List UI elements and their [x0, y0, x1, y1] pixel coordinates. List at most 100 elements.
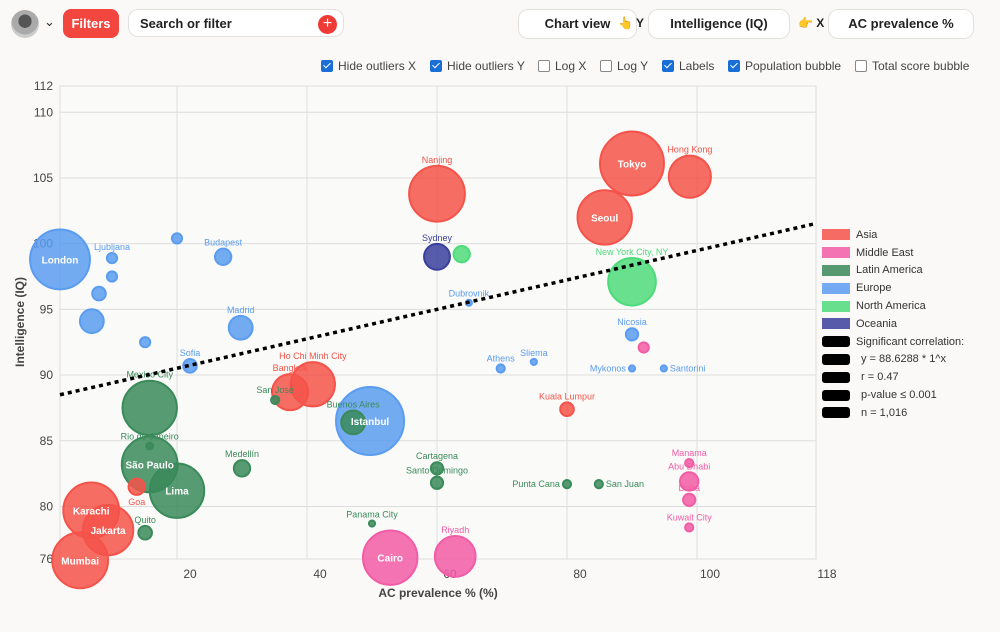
y-axis-select[interactable]: Intelligence (IQ) — [648, 9, 790, 39]
legend-trend-item: Significant correlation: — [822, 333, 964, 351]
bubble-nicosia[interactable] — [624, 327, 640, 342]
legend-item[interactable]: Middle East — [822, 244, 964, 262]
checkbox[interactable] — [321, 60, 333, 72]
bubble-nanjing[interactable] — [408, 164, 466, 223]
bubble-sliema[interactable] — [529, 357, 538, 366]
search-input[interactable]: Search or filter + — [128, 9, 344, 37]
trend-swatch — [822, 336, 850, 348]
bubble-abu-dhabi[interactable] — [679, 471, 700, 492]
bubble-lima[interactable] — [148, 462, 206, 519]
trend-swatch — [822, 389, 850, 401]
bubble-doha[interactable] — [682, 492, 697, 507]
bubble-europe[interactable] — [139, 336, 152, 349]
bubble-tokyo[interactable] — [599, 130, 665, 197]
legend-label: North America — [856, 300, 926, 313]
bubble-riyadh[interactable] — [433, 534, 477, 578]
legend-item[interactable]: North America — [822, 297, 964, 315]
chevron-down-icon[interactable]: ⌄ — [44, 14, 55, 29]
legend-item[interactable]: Asia — [822, 226, 964, 244]
plus-icon[interactable]: + — [318, 15, 337, 34]
bubble-europe[interactable] — [91, 285, 107, 302]
y-tick-label: 76 — [40, 552, 54, 566]
x-axis-select[interactable]: AC prevalence % — [828, 9, 974, 39]
bubble-istanbul[interactable] — [335, 386, 406, 457]
option-log-x[interactable]: Log X — [538, 59, 586, 73]
legend-item[interactable]: Oceania — [822, 315, 964, 333]
bubble-label: São Paulo — [126, 460, 174, 471]
bubble-hong-kong[interactable] — [667, 154, 712, 199]
bubble-rio-de-janeiro[interactable] — [145, 441, 155, 451]
bubble-label: Ljubljana — [94, 242, 130, 252]
bubble-new-york-city-ny[interactable] — [607, 256, 657, 307]
bubble-europe[interactable] — [78, 308, 105, 335]
checkbox[interactable] — [855, 60, 867, 72]
bubble-europe[interactable] — [105, 270, 119, 283]
bubble-label: Dubrovnik — [449, 289, 490, 299]
bubble-sofia[interactable] — [182, 358, 198, 374]
bubble-label: Sliema — [520, 348, 548, 358]
avatar[interactable] — [11, 10, 39, 38]
checkbox[interactable] — [600, 60, 612, 72]
bubble-panama-city[interactable] — [367, 519, 377, 528]
option-labels[interactable]: Labels — [662, 59, 714, 73]
checkbox[interactable] — [728, 60, 740, 72]
x-tick-label: 118 — [817, 567, 836, 581]
bubble-label: Goa — [128, 497, 145, 507]
bubble-quito[interactable] — [137, 524, 153, 541]
bubble-sydney[interactable] — [423, 242, 451, 271]
option-hide-outliers-x[interactable]: Hide outliers X — [321, 59, 416, 73]
y-tick-label: 95 — [40, 302, 54, 316]
chart-view-button[interactable]: Chart view — [518, 9, 637, 39]
x-tick-label: 20 — [183, 567, 197, 581]
checkbox[interactable] — [430, 60, 442, 72]
bubble-madrid[interactable] — [227, 314, 254, 341]
legend: Asia Middle East Latin America Europe North … — [822, 226, 964, 422]
legend-label: Oceania — [856, 317, 897, 330]
checkbox[interactable] — [538, 60, 550, 72]
bubble-label: Mykonos — [590, 363, 627, 373]
y-tick-label: 90 — [40, 368, 54, 382]
bubble-santo-domingo[interactable] — [429, 475, 445, 490]
bubble-san-jos-[interactable] — [270, 394, 281, 406]
legend-item[interactable]: Europe — [822, 279, 964, 297]
bubble-label: Nicosia — [617, 317, 647, 327]
bubble-label: Mexico City — [126, 370, 173, 380]
bubble-budapest[interactable] — [213, 247, 233, 266]
option-hide-outliers-y[interactable]: Hide outliers Y — [430, 59, 525, 73]
bubble-middle-east[interactable] — [637, 341, 650, 354]
option-population-bubble[interactable]: Population bubble — [728, 59, 841, 73]
bubble-ljubljana[interactable] — [105, 252, 119, 265]
bubble-mykonos[interactable] — [627, 364, 637, 373]
bubble-buenos-aires[interactable] — [340, 409, 367, 436]
bubble-north-america[interactable] — [452, 245, 471, 264]
filters-button[interactable]: Filters — [63, 9, 119, 38]
bubble-label: Buenos Aires — [327, 399, 381, 409]
bubble-punta-cana[interactable] — [561, 479, 573, 490]
bubble-athens[interactable] — [495, 363, 506, 374]
bubble-london[interactable] — [29, 228, 91, 291]
option-log-y[interactable]: Log Y — [600, 59, 648, 73]
bubble-san-juan[interactable] — [593, 479, 604, 490]
bubble-santorini[interactable] — [659, 364, 668, 373]
trend-text: Significant correlation: — [856, 335, 965, 348]
bubble-manama[interactable] — [684, 458, 695, 469]
bubble-goa[interactable] — [127, 477, 146, 496]
legend-trend-item: r = 0.47 — [822, 368, 964, 386]
bubble-seoul[interactable] — [576, 189, 633, 246]
legend-item[interactable]: Latin America — [822, 262, 964, 280]
x-tick-label: 80 — [573, 567, 587, 581]
bubble-mexico-city[interactable] — [121, 379, 178, 437]
bubble-bangkok[interactable] — [271, 373, 310, 412]
bubble-label: Medellín — [225, 449, 259, 459]
bubble-kuwait-city[interactable] — [684, 522, 695, 533]
bubble-europe[interactable] — [170, 232, 184, 245]
x-axis-title: AC prevalence % (%) — [378, 586, 497, 600]
checkbox[interactable] — [662, 60, 674, 72]
bubble-label: Doha — [678, 483, 700, 493]
bubble-kuala-lumpur[interactable] — [559, 401, 575, 418]
bubble-medell-n[interactable] — [232, 459, 252, 478]
option-total-score-bubble[interactable]: Total score bubble — [855, 59, 969, 73]
bubble-cairo[interactable] — [362, 529, 419, 586]
bubble-jakarta[interactable] — [81, 503, 135, 557]
bubble-cartagena[interactable] — [429, 461, 445, 476]
